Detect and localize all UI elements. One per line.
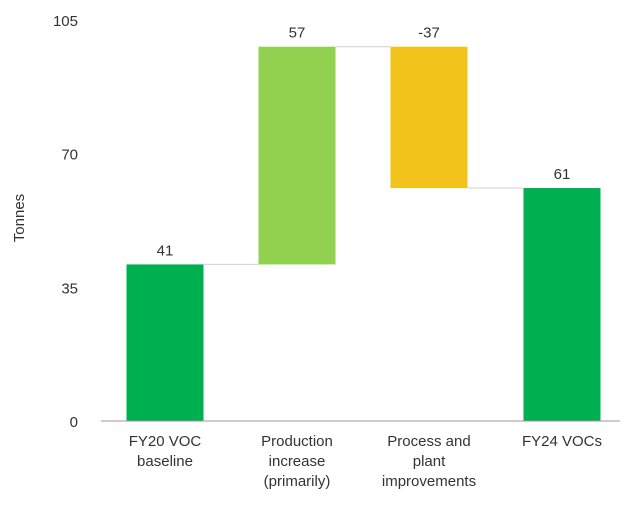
category-label: FY20 VOC baseline bbox=[129, 433, 202, 470]
y-tick-label: 70 bbox=[61, 147, 78, 164]
y-tick-label: 35 bbox=[61, 280, 78, 297]
category-label-line: Process and bbox=[387, 433, 470, 450]
data-labels: 41 57 -37 61 bbox=[157, 25, 571, 260]
category-label-line: FY20 VOC bbox=[129, 433, 202, 450]
y-tick-label: 105 bbox=[53, 13, 78, 30]
y-axis-title: Tonnes bbox=[11, 194, 28, 242]
category-label: FY24 VOCs bbox=[522, 433, 602, 450]
category-label-line: plant bbox=[413, 453, 446, 470]
category-label-line: (primarily) bbox=[264, 473, 331, 490]
category-label-line: baseline bbox=[137, 453, 193, 470]
category-label: Production increase (primarily) bbox=[261, 433, 333, 490]
data-label: 57 bbox=[289, 25, 306, 42]
bar bbox=[523, 188, 601, 421]
bar bbox=[390, 46, 468, 189]
category-labels: FY20 VOC baseline Production increase (prima… bbox=[129, 433, 602, 490]
data-label: -37 bbox=[418, 25, 440, 42]
category-label: Process and plant improvements bbox=[382, 433, 476, 490]
category-label-line: FY24 VOCs bbox=[522, 433, 602, 450]
y-tick-label: 0 bbox=[70, 414, 78, 431]
category-label-line: increase bbox=[269, 453, 326, 470]
connector-lines bbox=[203, 46, 524, 265]
category-label-line: improvements bbox=[382, 473, 476, 490]
bar bbox=[258, 46, 336, 265]
data-label: 41 bbox=[157, 242, 174, 259]
category-label-line: Production bbox=[261, 433, 333, 450]
bars bbox=[126, 46, 601, 421]
bar bbox=[126, 264, 204, 421]
data-label: 61 bbox=[554, 166, 571, 183]
y-tick-labels: 0 35 70 105 bbox=[53, 13, 78, 431]
